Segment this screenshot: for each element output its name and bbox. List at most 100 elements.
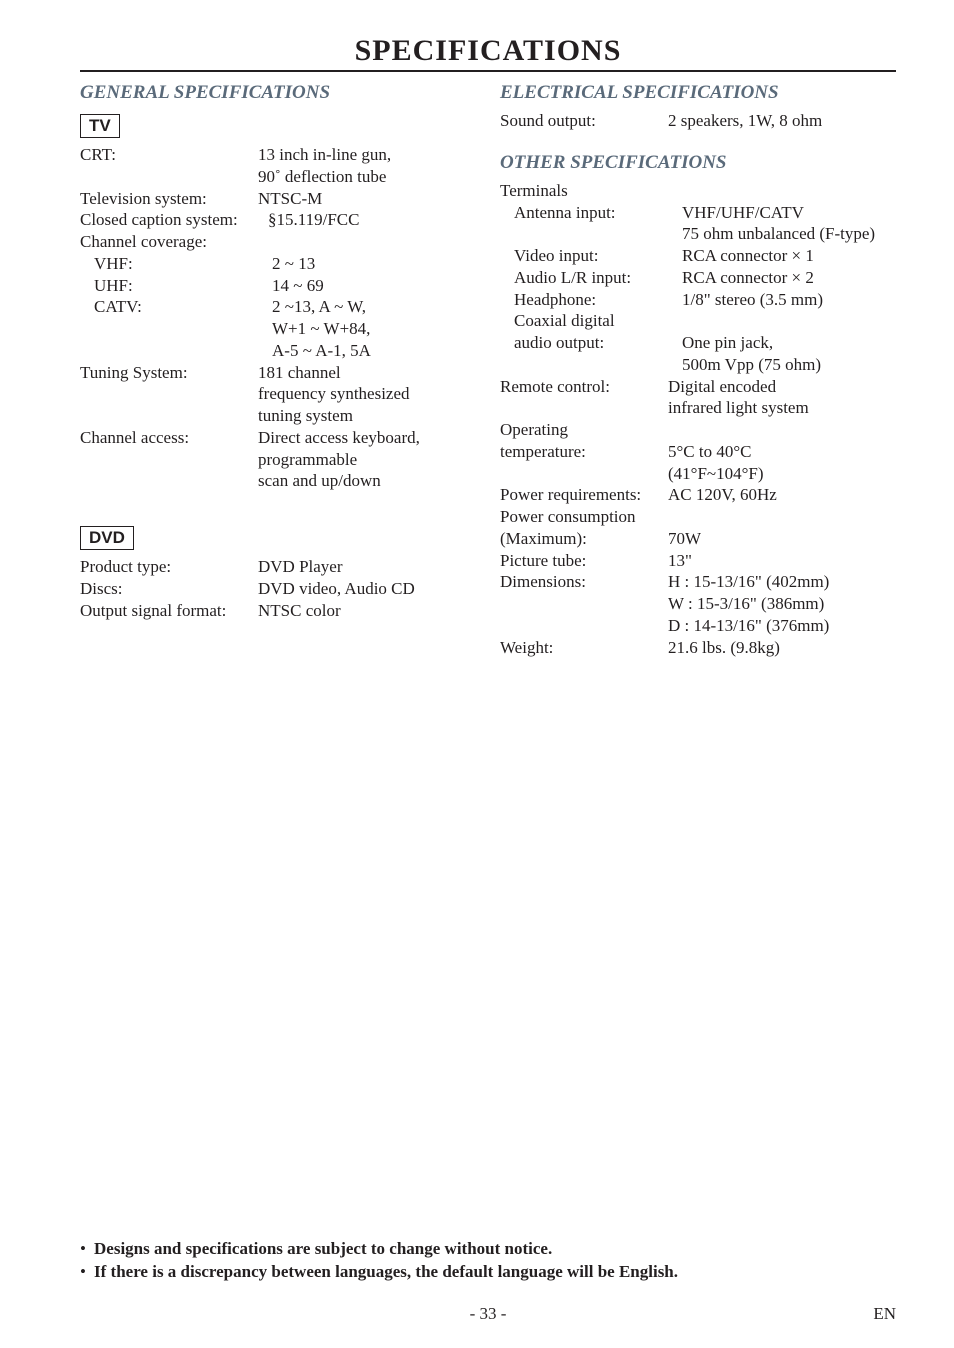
spec-val [682,310,896,332]
spec-key: temperature: [500,441,668,485]
spec-val: One pin jack, 500m Vpp (75 ohm) [682,332,896,376]
spec-val: DVD Player [258,556,476,578]
spec-key: Headphone: [500,289,682,311]
spec-val: 14 ~ 69 [272,275,476,297]
footnotes: • Designs and specifications are subject… [80,1238,896,1284]
spec-key: Sound output: [500,110,668,132]
spec-val [258,231,476,253]
spec-val [668,419,896,441]
heading-general: GENERAL SPECIFICATIONS [80,82,476,104]
spec-headphone: Headphone: 1/8" stereo (3.5 mm) [500,289,896,311]
spec-key: Closed caption system: [80,209,268,231]
spec-video: Video input: RCA connector × 1 [500,245,896,267]
spec-key: CRT: [80,144,258,188]
spec-val: H : 15-13/16" (402mm) W : 15-3/16" (386m… [668,571,896,636]
spec-val: 13 inch in-line gun, 90˚ deflection tube [258,144,476,188]
spec-dimensions: Dimensions: H : 15-13/16" (402mm) W : 15… [500,571,896,636]
spec-val [668,180,896,202]
spec-key: Channel coverage: [80,231,258,253]
footnote-text: Designs and specifications are subject t… [94,1238,552,1261]
page-number: - 33 - [80,1304,896,1324]
spec-val: 70W [668,528,896,550]
right-column: ELECTRICAL SPECIFICATIONS Sound output: … [500,80,896,658]
left-column: GENERAL SPECIFICATIONS TV CRT: 13 inch i… [80,80,476,658]
spec-key: Video input: [500,245,682,267]
spec-key: Dimensions: [500,571,668,636]
spec-key: Product type: [80,556,258,578]
spec-coverage: Channel coverage: [80,231,476,253]
spec-key: VHF: [80,253,272,275]
spec-val: RCA connector × 1 [682,245,896,267]
spec-key: Discs: [80,578,258,600]
spec-val: VHF/UHF/CATV 75 ohm unbalanced (F-type) [682,202,896,246]
spec-val: DVD video, Audio CD [258,578,476,600]
spec-val: §15.119/FCC [268,209,476,231]
box-tv: TV [80,114,120,138]
spec-product-type: Product type: DVD Player [80,556,476,578]
spec-key: Output signal format: [80,600,258,622]
spec-key: audio output: [500,332,682,376]
bullet-icon: • [80,1238,94,1261]
spec-key: Power consumption [500,506,668,528]
spec-vhf: VHF: 2 ~ 13 [80,253,476,275]
spec-val: 2 ~ 13 [272,253,476,275]
heading-electrical: ELECTRICAL SPECIFICATIONS [500,82,896,104]
spec-discs: Discs: DVD video, Audio CD [80,578,476,600]
spec-catv: CATV: 2 ~13, A ~ W, W+1 ~ W+84, A-5 ~ A-… [80,296,476,361]
spec-coax-2: audio output: One pin jack, 500m Vpp (75… [500,332,896,376]
spec-key: Channel access: [80,427,258,492]
spec-cc: Closed caption system: §15.119/FCC [80,209,476,231]
spec-power-cons-2: (Maximum): 70W [500,528,896,550]
spec-val: 13" [668,550,896,572]
spec-sound: Sound output: 2 speakers, 1W, 8 ohm [500,110,896,132]
spec-val: Digital encoded infrared light system [668,376,896,420]
spacer [500,132,896,150]
spec-key: Antenna input: [500,202,682,246]
box-dvd: DVD [80,526,134,550]
spec-coax-1: Coaxial digital [500,310,896,332]
columns: GENERAL SPECIFICATIONS TV CRT: 13 inch i… [80,80,896,658]
spec-operating-2: temperature: 5°C to 40°C (41°F~104°F) [500,441,896,485]
spec-picture-tube: Picture tube: 13" [500,550,896,572]
spec-key: Audio L/R input: [500,267,682,289]
spec-audio-lr: Audio L/R input: RCA connector × 2 [500,267,896,289]
spec-power-cons-1: Power consumption [500,506,896,528]
spec-power-req: Power requirements: AC 120V, 60Hz [500,484,896,506]
spec-val: 2 speakers, 1W, 8 ohm [668,110,896,132]
spec-key: UHF: [80,275,272,297]
bullet-icon: • [80,1261,94,1284]
spec-channel-access: Channel access: Direct access keyboard, … [80,427,476,492]
spec-key: Picture tube: [500,550,668,572]
spec-key: Weight: [500,637,668,659]
spec-key: Television system: [80,188,258,210]
page-title: SPECIFICATIONS [80,34,896,68]
spec-weight: Weight: 21.6 lbs. (9.8kg) [500,637,896,659]
spec-val: 1/8" stereo (3.5 mm) [682,289,896,311]
spec-val: 5°C to 40°C (41°F~104°F) [668,441,896,485]
spec-key: Coaxial digital [500,310,682,332]
heading-other: OTHER SPECIFICATIONS [500,152,896,174]
spec-val: RCA connector × 2 [682,267,896,289]
footer: - 33 - EN [80,1304,896,1324]
spec-val: NTSC color [258,600,476,622]
spec-terminals: Terminals [500,180,896,202]
footnote-1: • Designs and specifications are subject… [80,1238,896,1261]
spec-val: 21.6 lbs. (9.8kg) [668,637,896,659]
spec-key: Tuning System: [80,362,258,427]
spec-crt: CRT: 13 inch in-line gun, 90˚ deflection… [80,144,476,188]
spec-operating-1: Operating [500,419,896,441]
spec-key: Power requirements: [500,484,668,506]
spec-antenna: Antenna input: VHF/UHF/CATV 75 ohm unbal… [500,202,896,246]
spec-remote: Remote control: Digital encoded infrared… [500,376,896,420]
spacer [80,492,476,522]
spec-val: AC 120V, 60Hz [668,484,896,506]
spec-val [668,506,896,528]
title-rule [80,70,896,72]
spec-val: Direct access keyboard, programmable sca… [258,427,476,492]
spec-key: CATV: [80,296,272,361]
spec-val: NTSC-M [258,188,476,210]
spec-key: Operating [500,419,668,441]
spec-tvsys: Television system: NTSC-M [80,188,476,210]
spec-output-format: Output signal format: NTSC color [80,600,476,622]
spec-key: Terminals [500,180,668,202]
